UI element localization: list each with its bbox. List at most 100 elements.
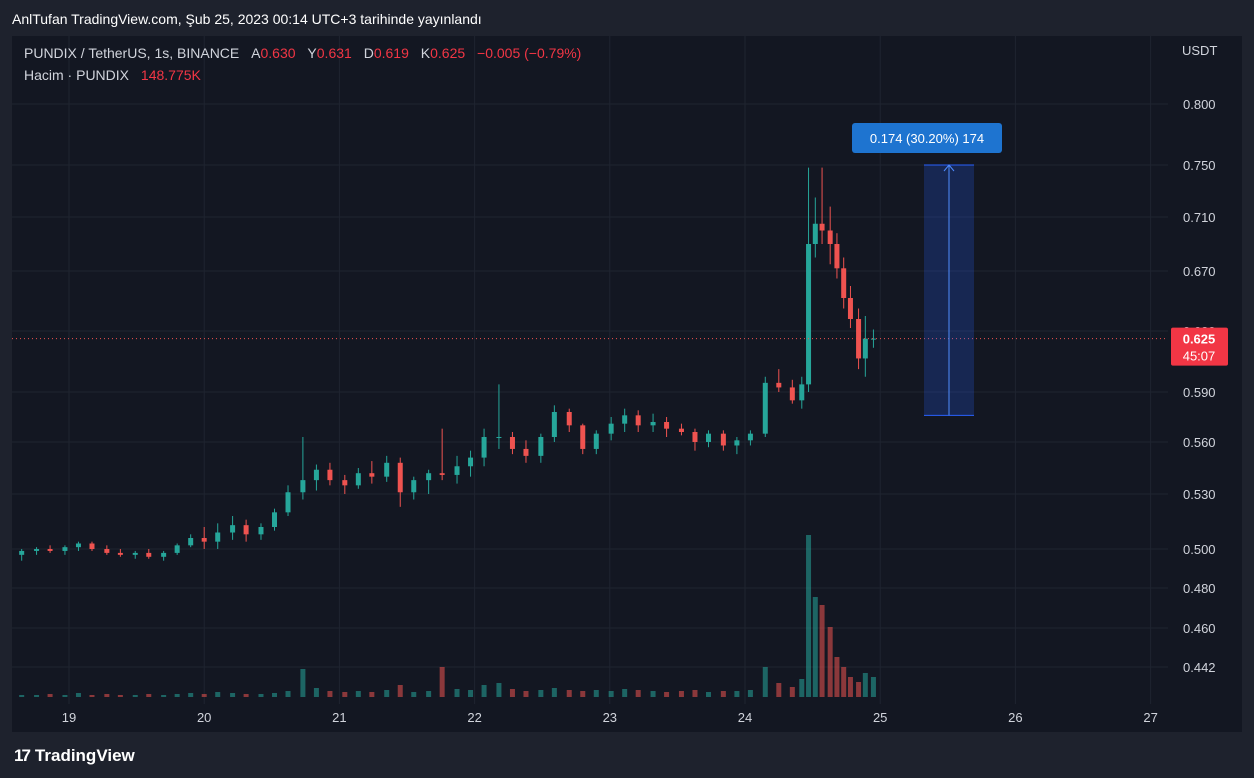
volume-bar: [608, 691, 614, 697]
candle-body: [806, 244, 812, 385]
candle-body: [819, 223, 825, 231]
volume-bar: [117, 695, 123, 697]
candle-body: [799, 384, 805, 401]
candle-body: [243, 525, 249, 535]
volume-bar: [496, 683, 502, 697]
volume-value: 148.775K: [140, 67, 201, 83]
candle-body: [827, 230, 833, 244]
candle-body: [692, 432, 698, 442]
volume-bar: [734, 691, 740, 697]
volume-bar: [300, 669, 306, 697]
candle-body: [720, 433, 726, 446]
candle-body: [19, 550, 25, 555]
volume-bar: [439, 667, 445, 697]
candle-body: [47, 549, 53, 551]
open-value: 0.630: [260, 45, 296, 61]
candle-body: [174, 545, 180, 553]
candle-body: [89, 543, 95, 549]
volume-bar: [313, 688, 319, 697]
time-axis[interactable]: 19 20 21 22 23 24 25 26 27: [12, 704, 1168, 732]
volume-bar: [369, 692, 375, 697]
volume-bar: [355, 691, 361, 697]
volume-bar: [243, 694, 249, 697]
volume-bar: [664, 692, 670, 697]
volume-bar: [678, 691, 684, 697]
price-tick-label: 0.750: [1183, 158, 1216, 173]
chart-pane[interactable]: 0.174 (30.20%) 174: [12, 36, 1168, 704]
volume-bar: [201, 694, 207, 697]
time-tick-label: 23: [603, 710, 617, 725]
volume-bar: [397, 685, 403, 697]
candle-body: [75, 543, 81, 548]
symbol-label[interactable]: PUNDIX / TetherUS, 1s, BINANCE: [24, 45, 240, 61]
candlestick-chart[interactable]: 0.174 (30.20%) 174: [12, 36, 1168, 704]
low-value: 0.619: [373, 45, 409, 61]
volume-bar: [776, 683, 782, 697]
volume-bar: [523, 691, 529, 697]
candle-body: [862, 338, 868, 359]
candle-body: [146, 552, 152, 557]
volume-bar: [426, 691, 432, 697]
candle-body: [678, 428, 684, 432]
volume-bar: [19, 695, 25, 697]
volume-bar: [104, 694, 110, 697]
candle-body: [132, 552, 138, 555]
volume-label[interactable]: Hacim · PUNDIX: [24, 67, 130, 83]
price-tick-label: 0.670: [1183, 264, 1216, 279]
candle-body: [258, 527, 264, 535]
tradingview-logo[interactable]: 17 TradingView: [14, 746, 135, 766]
volume-bar: [75, 693, 81, 697]
current-price-badge: [1171, 327, 1228, 366]
time-axis-svg: 19 20 21 22 23 24 25 26 27: [62, 710, 1158, 725]
volume-bar: [705, 692, 711, 697]
volume-bar: [47, 694, 53, 697]
volume-bar: [468, 690, 474, 697]
volume-bar: [342, 692, 348, 697]
candle-body: [34, 549, 40, 551]
candle-body: [608, 423, 614, 434]
candle-body: [327, 469, 333, 481]
volume-bar: [834, 657, 840, 697]
volume-bar: [327, 691, 333, 697]
candle-body: [272, 512, 278, 527]
price-tick-label: 0.530: [1183, 487, 1216, 502]
countdown-value: 45:07: [1183, 349, 1216, 364]
high-value: 0.631: [316, 45, 352, 61]
time-tick-label: 20: [197, 710, 211, 725]
candle-body: [342, 480, 348, 486]
volume-bar: [650, 691, 656, 697]
volume-bar: [258, 694, 264, 697]
open-label: A: [251, 45, 261, 61]
candle-body: [369, 473, 375, 477]
candle-body: [870, 338, 876, 340]
candle-body: [397, 462, 403, 493]
candle-body: [104, 549, 110, 553]
current-price-value: 0.625: [1183, 332, 1216, 347]
candle-body: [201, 538, 207, 542]
volume-legend: Hacim · PUNDIX 148.775K: [24, 67, 201, 83]
candle-body: [384, 462, 390, 477]
candle-body: [776, 382, 782, 388]
volume-bar: [132, 695, 138, 697]
candle-body: [841, 268, 847, 298]
candle-body: [705, 433, 711, 442]
price-axis[interactable]: USDT0.8000.7500.7100.6700.6300.5900.5600…: [1168, 36, 1242, 704]
price-tick-label: 0.460: [1183, 621, 1216, 636]
candle-body: [509, 437, 515, 449]
volume-bar: [856, 682, 862, 697]
candle-body: [664, 422, 670, 429]
time-tick-label: 24: [738, 710, 752, 725]
candle-body: [454, 466, 460, 475]
volume-bar: [566, 690, 572, 697]
volume-bar: [146, 694, 152, 697]
candle-body: [635, 415, 641, 426]
candle-body: [538, 437, 544, 456]
price-tick-label: 0.560: [1183, 435, 1216, 450]
candle-body: [856, 319, 862, 359]
candle-body: [62, 547, 68, 551]
candle-body: [622, 415, 628, 424]
axis-corner: [1168, 704, 1242, 732]
time-tick-label: 25: [873, 710, 887, 725]
time-tick-label: 21: [332, 710, 346, 725]
volume-bar: [188, 693, 194, 697]
